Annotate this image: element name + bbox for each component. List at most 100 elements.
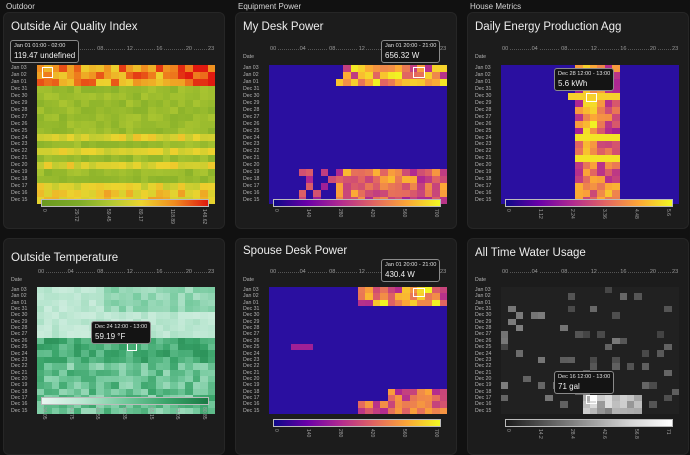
- heatmap-cell[interactable]: [291, 382, 299, 389]
- heatmap-cell[interactable]: [350, 325, 358, 332]
- heatmap-cell[interactable]: [530, 120, 539, 128]
- heatmap-cell[interactable]: [582, 337, 590, 345]
- heatmap-cell[interactable]: [343, 388, 351, 395]
- heatmap-cell[interactable]: [81, 113, 89, 121]
- heatmap-cell[interactable]: [177, 350, 186, 357]
- heatmap-cell[interactable]: [81, 120, 89, 128]
- heatmap-cell[interactable]: [612, 331, 620, 338]
- heatmap-cell[interactable]: [530, 356, 539, 364]
- heatmap-cell[interactable]: [81, 312, 89, 319]
- heatmap-cell[interactable]: [81, 407, 89, 414]
- heatmap-cell[interactable]: [291, 293, 299, 300]
- heatmap-cell[interactable]: [155, 120, 164, 128]
- heatmap-cell[interactable]: [111, 190, 119, 198]
- heatmap-cell[interactable]: [192, 325, 201, 332]
- heatmap-cell[interactable]: [597, 394, 605, 402]
- heatmap-cell[interactable]: [88, 293, 97, 300]
- heatmap-cell[interactable]: [291, 183, 299, 191]
- heatmap-cell[interactable]: [200, 407, 208, 414]
- heatmap-cell[interactable]: [567, 407, 576, 414]
- heatmap-cell[interactable]: [387, 106, 396, 114]
- heatmap-cell[interactable]: [604, 190, 613, 198]
- heatmap-cell[interactable]: [320, 141, 329, 149]
- heatmap-cell[interactable]: [627, 363, 635, 370]
- heatmap-cell[interactable]: [439, 325, 447, 332]
- heatmap-cell[interactable]: [597, 401, 605, 408]
- heatmap-cell[interactable]: [81, 306, 89, 313]
- heatmap-cell[interactable]: [269, 337, 277, 345]
- heatmap-cell[interactable]: [641, 127, 650, 135]
- heatmap-cell[interactable]: [582, 306, 590, 313]
- heatmap-cell[interactable]: [656, 148, 665, 156]
- heatmap-cell[interactable]: [575, 363, 583, 370]
- heatmap-cell[interactable]: [424, 394, 433, 402]
- heatmap-cell[interactable]: [508, 299, 516, 307]
- heatmap-cell[interactable]: [269, 190, 277, 198]
- heatmap-cell[interactable]: [424, 350, 433, 357]
- heatmap-cell[interactable]: [148, 120, 156, 128]
- heatmap-cell[interactable]: [604, 363, 613, 370]
- heatmap-cell[interactable]: [96, 388, 104, 395]
- heatmap-cell[interactable]: [276, 183, 284, 191]
- heatmap-cell[interactable]: [575, 120, 583, 128]
- heatmap-cell[interactable]: [395, 293, 403, 300]
- heatmap-cell[interactable]: [207, 382, 215, 389]
- heatmap-cell[interactable]: [530, 331, 539, 338]
- heatmap-cell[interactable]: [664, 65, 672, 72]
- heatmap-cell[interactable]: [276, 176, 284, 184]
- heatmap-cell[interactable]: [298, 85, 307, 93]
- heatmap-cell[interactable]: [545, 65, 553, 72]
- heatmap-cell[interactable]: [283, 183, 292, 191]
- heatmap-cell[interactable]: [604, 356, 613, 364]
- heatmap-cell[interactable]: [207, 78, 215, 86]
- heatmap-cell[interactable]: [641, 369, 650, 376]
- heatmap-cell[interactable]: [380, 388, 388, 395]
- heatmap-cell[interactable]: [575, 344, 583, 351]
- heatmap-cell[interactable]: [619, 318, 628, 326]
- heatmap-cell[interactable]: [177, 99, 186, 107]
- heatmap-cell[interactable]: [560, 120, 568, 128]
- heatmap-cell[interactable]: [66, 65, 75, 72]
- heatmap-cell[interactable]: [192, 148, 201, 156]
- heatmap-cell[interactable]: [439, 318, 447, 326]
- heatmap-cell[interactable]: [432, 162, 440, 170]
- heatmap-cell[interactable]: [664, 85, 672, 93]
- heatmap-cell[interactable]: [656, 99, 665, 107]
- heatmap-cell[interactable]: [552, 92, 561, 100]
- heatmap-cell[interactable]: [74, 356, 82, 364]
- heatmap-cell[interactable]: [530, 350, 539, 357]
- heatmap-cell[interactable]: [560, 183, 568, 191]
- heatmap-cell[interactable]: [671, 134, 679, 142]
- heatmap-cell[interactable]: [185, 190, 193, 198]
- heatmap-cell[interactable]: [51, 293, 60, 300]
- heatmap-cell[interactable]: [380, 318, 388, 326]
- heatmap-cell[interactable]: [155, 318, 164, 326]
- heatmap-cell[interactable]: [372, 190, 381, 198]
- heatmap-cell[interactable]: [439, 388, 447, 395]
- heatmap-cell[interactable]: [51, 375, 60, 383]
- heatmap-cell[interactable]: [125, 162, 134, 170]
- heatmap-cell[interactable]: [140, 293, 149, 300]
- heatmap-cell[interactable]: [530, 306, 539, 313]
- heatmap-cell[interactable]: [424, 382, 433, 389]
- heatmap-cell[interactable]: [424, 162, 433, 170]
- heatmap-cell[interactable]: [402, 155, 410, 163]
- heatmap-cell[interactable]: [283, 106, 292, 114]
- heatmap-cell[interactable]: [37, 113, 45, 121]
- heatmap-cell[interactable]: [409, 148, 418, 156]
- heatmap-cell[interactable]: [432, 127, 440, 135]
- heatmap-cell[interactable]: [37, 162, 45, 170]
- heatmap-cell[interactable]: [170, 331, 178, 338]
- heatmap-cell[interactable]: [432, 92, 440, 100]
- heatmap-cell[interactable]: [59, 363, 67, 370]
- heatmap-cell[interactable]: [501, 169, 509, 177]
- heatmap-cell[interactable]: [597, 169, 605, 177]
- heatmap-cell[interactable]: [417, 183, 425, 191]
- heatmap-cell[interactable]: [269, 85, 277, 93]
- heatmap-cell[interactable]: [395, 337, 403, 345]
- heatmap-cell[interactable]: [656, 356, 665, 364]
- heatmap-cell[interactable]: [320, 375, 329, 383]
- heatmap-cell[interactable]: [641, 85, 650, 93]
- heatmap-cell[interactable]: [560, 363, 568, 370]
- heatmap-cell[interactable]: [170, 141, 178, 149]
